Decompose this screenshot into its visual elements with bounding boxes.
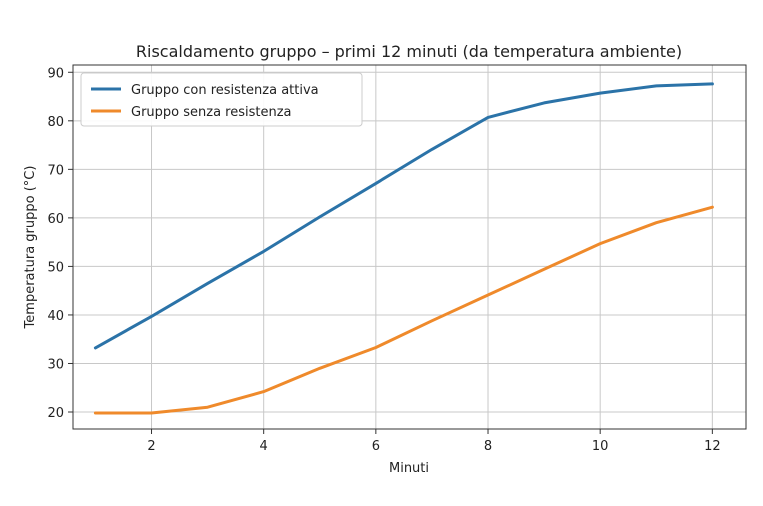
axis-ticks: 2 4 6 8 10 12 20 30 40 50 60 70 80 90 xyxy=(47,66,720,454)
grid-lines xyxy=(73,65,746,429)
y-tick-label-90: 90 xyxy=(47,66,64,81)
plot-frame xyxy=(72,64,747,430)
x-tick-label-2: 2 xyxy=(147,439,155,454)
y-tick-label-50: 50 xyxy=(47,260,64,275)
legend-label-resistenza-attiva: Gruppo con resistenza attiva xyxy=(131,83,319,98)
series-line-1 xyxy=(93,205,714,415)
x-tick-label-8: 8 xyxy=(484,439,492,454)
x-axis-label: Minuti xyxy=(389,461,429,476)
y-tick-label-80: 80 xyxy=(47,115,64,130)
legend-box xyxy=(80,72,363,127)
y-tick-label-30: 30 xyxy=(47,357,64,372)
y-tick-label-70: 70 xyxy=(47,163,64,178)
y-tick-label-40: 40 xyxy=(47,309,64,324)
legend: Gruppo con resistenza attiva Gruppo senz… xyxy=(80,72,363,127)
y-axis-label: Temperatura gruppo (°C) xyxy=(23,166,38,330)
x-tick-label-4: 4 xyxy=(260,439,268,454)
chart-title: Riscaldamento gruppo – primi 12 minuti (… xyxy=(136,42,682,61)
x-tick-label-12: 12 xyxy=(704,439,721,454)
y-tick-label-60: 60 xyxy=(47,212,64,227)
x-tick-label-10: 10 xyxy=(592,439,609,454)
x-tick-label-6: 6 xyxy=(372,439,380,454)
series-layer xyxy=(93,82,714,415)
legend-label-senza-resistenza: Gruppo senza resistenza xyxy=(131,105,292,120)
y-tick-label-20: 20 xyxy=(47,406,64,421)
series-line-0 xyxy=(93,82,714,350)
